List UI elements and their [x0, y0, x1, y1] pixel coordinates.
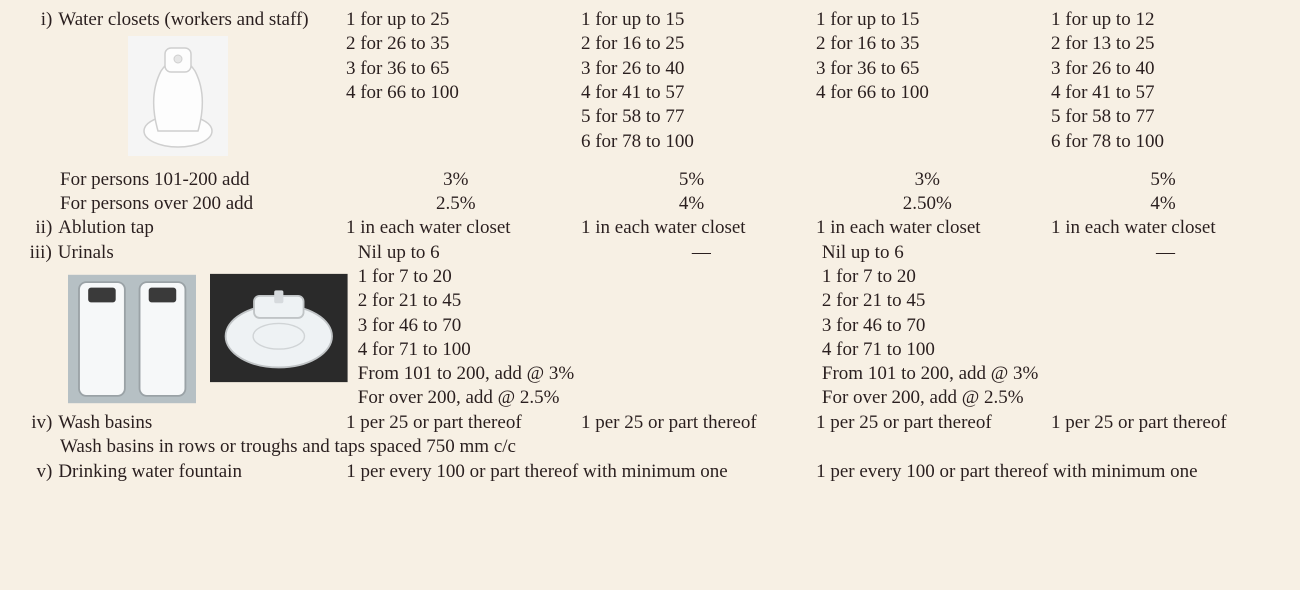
basin-image — [210, 269, 348, 387]
row-label: Urinals — [58, 241, 358, 411]
cell-text: 3 for 46 to 70 — [358, 314, 580, 338]
row-add-101-200: For persons 101-200 add 3% 5% 3% 5% — [14, 168, 1286, 192]
cell-text: 1 for 7 to 20 — [822, 265, 1044, 289]
col-3: Nil up to 6 1 for 7 to 20 2 for 21 to 45… — [822, 241, 1054, 411]
row-label: Wash basins — [58, 411, 346, 435]
cell-text: 1 in each water closet — [346, 216, 581, 240]
cell-text: 2 for 13 to 25 — [1051, 32, 1276, 56]
cell-text: 4% — [1050, 192, 1286, 216]
cell-text: 3 for 36 to 65 — [816, 57, 1041, 81]
cell-text: 5 for 58 to 77 — [581, 105, 806, 129]
cell-text: 1 in each water closet — [816, 216, 1051, 240]
cell-text: 1 per 25 or part thereof — [581, 411, 816, 435]
row-sublabel: Wash basins in rows or troughs and taps … — [60, 435, 820, 459]
row-water-closets: i) Water closets (workers and staff) 1 f… — [14, 8, 1286, 168]
cell-text: 4% — [579, 192, 815, 216]
row-label: Water closets (workers and staff) — [58, 8, 346, 168]
cell-text: 4 for 66 to 100 — [346, 81, 571, 105]
row-num: v) — [14, 460, 58, 484]
cell-text: 1 per 25 or part thereof — [816, 411, 1051, 435]
cell-text: 1 per 25 or part thereof — [1051, 411, 1286, 435]
cell-text: 2.5% — [343, 192, 579, 216]
row-drinking-water: v) Drinking water fountain 1 per every 1… — [14, 460, 1286, 484]
cell-text: 4 for 41 to 57 — [1051, 81, 1276, 105]
row-ablution-tap: ii) Ablution tap 1 in each water closet … — [14, 216, 1286, 240]
cell-text: 1 for up to 25 — [346, 8, 571, 32]
cell-text: 5% — [579, 168, 815, 192]
cell-text: 2 for 21 to 45 — [358, 289, 580, 313]
cell-text: 1 for up to 15 — [816, 8, 1041, 32]
row-label: Drinking water fountain — [58, 460, 346, 484]
row-label: For persons 101-200 add — [14, 168, 343, 192]
label-text: Urinals — [58, 242, 114, 263]
cell-text: For over 200, add @ 2.5% — [358, 386, 580, 410]
cell-text: 4 for 71 to 100 — [358, 338, 580, 362]
cell-text: For over 200, add @ 2.5% — [822, 386, 1044, 410]
row-label: Ablution tap — [58, 216, 346, 240]
row-num: ii) — [14, 216, 58, 240]
cell-text: 4 for 41 to 57 — [581, 81, 806, 105]
cell-text: 1 per every 100 or part thereof with min… — [816, 460, 1286, 484]
cell-text: From 101 to 200, add @ 3% — [822, 362, 1044, 386]
urinal-image — [68, 269, 196, 409]
col-1: 1 for up to 25 2 for 26 to 35 3 for 36 t… — [346, 8, 581, 105]
cell-text: 1 in each water closet — [1051, 216, 1286, 240]
cell-text: 2 for 16 to 35 — [816, 32, 1041, 56]
row-add-over-200: For persons over 200 add 2.5% 4% 2.50% 4… — [14, 192, 1286, 216]
label-text: Water closets (workers and staff) — [58, 9, 308, 30]
water-closet-image — [128, 36, 228, 163]
cell-text: 1 in each water closet — [581, 216, 816, 240]
fixture-images — [58, 269, 348, 409]
row-label: For persons over 200 add — [14, 192, 343, 216]
row-num: iv) — [14, 411, 58, 435]
cell-text: 3 for 46 to 70 — [822, 314, 1044, 338]
cell-text: 3% — [343, 168, 579, 192]
cell-text: 5 for 58 to 77 — [1051, 105, 1276, 129]
cell-text: 3 for 26 to 40 — [581, 57, 806, 81]
cell-text: 6 for 78 to 100 — [1051, 130, 1276, 154]
cell-text: 1 for up to 12 — [1051, 8, 1276, 32]
cell-text: 2 for 21 to 45 — [822, 289, 1044, 313]
cell-text: 2 for 16 to 25 — [581, 32, 806, 56]
row-wash-basins-sub: Wash basins in rows or troughs and taps … — [14, 435, 1286, 459]
cell-text: 1 per every 100 or part thereof with min… — [346, 460, 816, 484]
row-num: i) — [14, 8, 58, 32]
cell-text: 2 for 26 to 35 — [346, 32, 571, 56]
cell-text: From 101 to 200, add @ 3% — [358, 362, 580, 386]
cell-text: 1 for 7 to 20 — [358, 265, 580, 289]
cell-text: — — [590, 241, 822, 265]
cell-text: 6 for 78 to 100 — [581, 130, 806, 154]
cell-text: 1 per 25 or part thereof — [346, 411, 581, 435]
col-2: 1 for up to 15 2 for 16 to 25 3 for 26 t… — [581, 8, 816, 154]
cell-text: 1 for up to 15 — [581, 8, 806, 32]
row-urinals: iii) Urinals Nil up to 6 1 for 7 to 20 2… — [14, 241, 1286, 411]
cell-text: Nil up to 6 — [822, 241, 1044, 265]
cell-text: 3% — [814, 168, 1050, 192]
col-4: 1 for up to 12 2 for 13 to 25 3 for 26 t… — [1051, 8, 1286, 154]
cell-text: 3 for 26 to 40 — [1051, 57, 1276, 81]
cell-text: 4 for 71 to 100 — [822, 338, 1044, 362]
cell-text: 2.50% — [814, 192, 1050, 216]
row-wash-basins: iv) Wash basins 1 per 25 or part thereof… — [14, 411, 1286, 435]
cell-text: Nil up to 6 — [358, 241, 580, 265]
cell-text: 5% — [1050, 168, 1286, 192]
row-num: iii) — [14, 241, 58, 265]
cell-text: — — [1054, 241, 1286, 265]
cell-text: 3 for 36 to 65 — [346, 57, 571, 81]
col-1: Nil up to 6 1 for 7 to 20 2 for 21 to 45… — [358, 241, 590, 411]
col-3: 1 for up to 15 2 for 16 to 35 3 for 36 t… — [816, 8, 1051, 105]
cell-text: 4 for 66 to 100 — [816, 81, 1041, 105]
